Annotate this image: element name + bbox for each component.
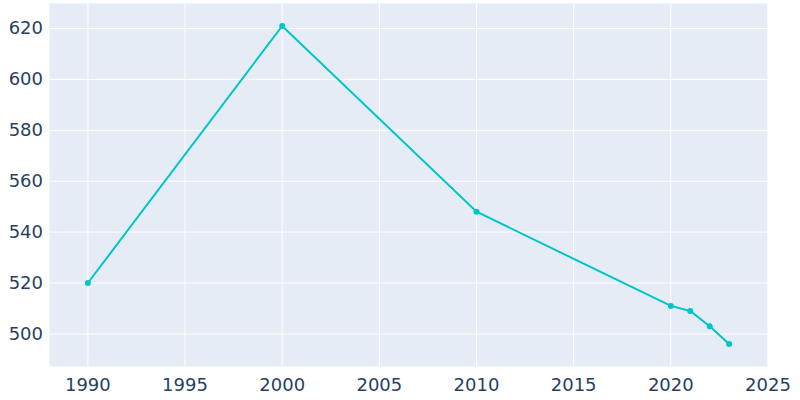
x-tick-label: 2010 — [454, 374, 500, 395]
y-grid — [49, 232, 768, 233]
y-tick-label: 580 — [9, 119, 43, 140]
y-grid — [49, 283, 768, 284]
x-grid — [670, 3, 671, 367]
marker — [279, 23, 285, 29]
marker — [707, 323, 713, 329]
y-tick-label: 520 — [9, 272, 43, 293]
y-grid — [49, 333, 768, 334]
x-tick-label: 1990 — [65, 374, 111, 395]
chart: 1990 1995 2000 2005 2010 2015 2020 2025 500 520 54… — [0, 0, 800, 400]
marker — [726, 341, 732, 347]
y-tick-label: 540 — [9, 221, 43, 242]
x-grid — [282, 3, 283, 367]
y-grid — [49, 79, 768, 80]
plot-frame — [49, 3, 768, 367]
marker — [668, 303, 674, 309]
x-tick-label: 2025 — [745, 374, 791, 395]
line — [88, 26, 729, 344]
y-grid — [49, 28, 768, 29]
series — [85, 23, 732, 347]
y-tick-label: 560 — [9, 170, 43, 191]
x-grid — [185, 3, 186, 367]
y-tick-label: 620 — [9, 17, 43, 38]
x-grid — [573, 3, 574, 367]
x-tick-label: 2005 — [356, 374, 402, 395]
y-tick-label: 500 — [9, 323, 43, 344]
x-tick-label: 2000 — [259, 374, 305, 395]
x-grid — [476, 3, 477, 367]
x-tick-label: 2015 — [551, 374, 597, 395]
y-grid — [49, 181, 768, 182]
marker — [85, 280, 91, 286]
x-grid — [379, 3, 380, 367]
plot-area — [49, 3, 768, 367]
marker — [474, 209, 480, 215]
x-tick-label: 2020 — [648, 374, 694, 395]
y-tick-label: 600 — [9, 68, 43, 89]
y-grid — [49, 130, 768, 131]
marker — [687, 308, 693, 314]
x-grid — [87, 3, 88, 367]
x-tick-label: 1995 — [162, 374, 208, 395]
